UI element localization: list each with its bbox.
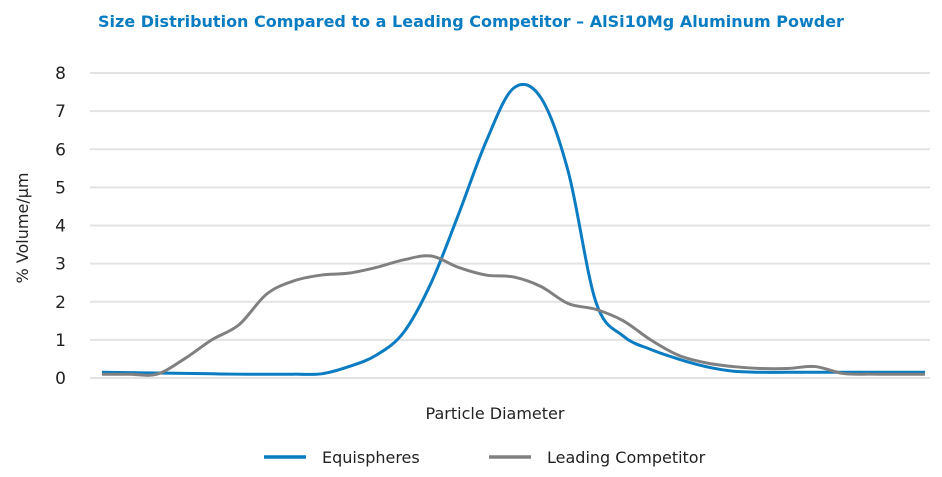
legend-label-leading-competitor: Leading Competitor [547,448,706,467]
legend-label-equispheres: Equispheres [322,448,420,467]
x-axis-label: Particle Diameter [426,404,565,423]
y-tick-label: 4 [55,217,66,237]
legend: Equispheres Leading Competitor [264,448,706,467]
y-tick-label: 7 [55,102,66,122]
y-axis-label: % Volume/µm [13,173,32,284]
series-line-leading-competitor [102,254,925,377]
y-tick-label: 3 [55,255,66,275]
y-tick-label: 2 [55,293,66,313]
y-tick-label: 1 [55,331,66,351]
series-line-equispheres [101,82,925,376]
y-tick-label: 8 [55,64,66,84]
chart-title: Size Distribution Compared to a Leading … [98,12,844,31]
y-tick-label: 5 [55,178,66,198]
y-tick-label: 6 [55,140,66,160]
y-tick-label: 0 [55,369,66,389]
